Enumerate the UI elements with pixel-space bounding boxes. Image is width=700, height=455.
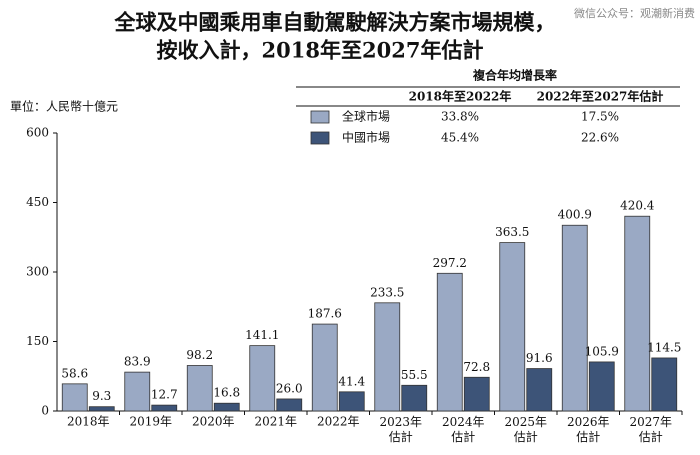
x-tick-label: 2021年 <box>254 415 297 429</box>
table-cell: 45.4% <box>441 131 479 145</box>
data-label: 233.5 <box>370 285 404 299</box>
x-tick-label: 2024年估計 <box>442 415 485 444</box>
bar <box>88 406 115 412</box>
table-column: 2018年至2022年 <box>409 89 512 104</box>
y-axis-label: 單位：人民幣十億元 <box>10 99 118 114</box>
data-label: 91.6 <box>526 351 553 365</box>
table-column: 2022年至2027年估計 <box>537 89 664 104</box>
bar <box>151 404 178 412</box>
bar <box>651 357 678 412</box>
bar <box>588 361 615 412</box>
bar <box>124 371 151 412</box>
data-label: 400.9 <box>558 208 592 222</box>
watermark: 微信公众号：观潮新消费 <box>574 6 695 20</box>
chart-title: 按收入計，2018年至2027年估計 <box>157 38 484 63</box>
data-label: 72.8 <box>463 360 490 374</box>
x-tick-label: 2025年估計 <box>504 415 547 444</box>
chart-title: 全球及中國乘用車自動駕駛解決方案市場規模， <box>114 10 556 35</box>
y-tick-label: 450 <box>26 195 49 209</box>
data-label: 41.4 <box>338 374 365 388</box>
bar <box>213 402 240 412</box>
data-label: 16.8 <box>213 386 240 400</box>
bar <box>311 323 338 412</box>
table-header: 複合年均增長率 <box>472 68 557 83</box>
data-label: 187.6 <box>308 307 342 321</box>
legend-swatch <box>310 131 330 145</box>
data-label: 83.9 <box>124 355 151 369</box>
data-label: 98.2 <box>186 348 213 362</box>
bar <box>249 345 276 412</box>
bar <box>401 384 428 412</box>
table-cell: 33.8% <box>441 110 479 124</box>
data-label: 9.3 <box>92 389 111 403</box>
x-tick-label: 2019年 <box>129 415 172 429</box>
x-tick-label: 2023年估計 <box>379 415 422 444</box>
bar <box>61 383 88 412</box>
x-tick-label: 2027年估計 <box>629 415 672 444</box>
bar <box>276 398 303 412</box>
table-cell: 22.6% <box>581 131 619 145</box>
y-tick-label: 0 <box>41 404 49 418</box>
data-label: 12.7 <box>151 388 178 402</box>
table-cell: 17.5% <box>581 110 619 124</box>
x-tick-label: 2026年估計 <box>567 415 610 444</box>
x-tick-label: 2018年 <box>67 415 110 429</box>
bar <box>526 368 553 412</box>
legend-swatch <box>310 110 330 124</box>
bar <box>338 391 365 412</box>
legend-label: 全球市場 <box>342 109 390 124</box>
x-tick-label: 2020年 <box>192 415 235 429</box>
data-label: 58.6 <box>61 366 88 380</box>
bar <box>499 242 526 412</box>
y-tick-label: 150 <box>26 334 49 348</box>
data-label: 105.9 <box>585 344 619 358</box>
data-label: 141.1 <box>245 328 279 342</box>
data-label: 55.5 <box>401 368 428 382</box>
bar <box>463 376 490 412</box>
bar <box>186 365 213 412</box>
x-tick-label: 2022年 <box>317 415 360 429</box>
data-label: 297.2 <box>433 256 467 270</box>
y-tick-label: 600 <box>26 126 49 140</box>
data-label: 363.5 <box>495 225 529 239</box>
data-label: 26.0 <box>276 381 303 395</box>
data-label: 420.4 <box>620 199 655 213</box>
legend-label: 中國市場 <box>342 130 390 145</box>
bar <box>561 224 588 412</box>
bar <box>624 215 651 412</box>
bar <box>436 272 463 412</box>
y-tick-label: 300 <box>26 265 49 279</box>
bar <box>374 302 401 412</box>
data-label: 114.5 <box>647 340 681 354</box>
